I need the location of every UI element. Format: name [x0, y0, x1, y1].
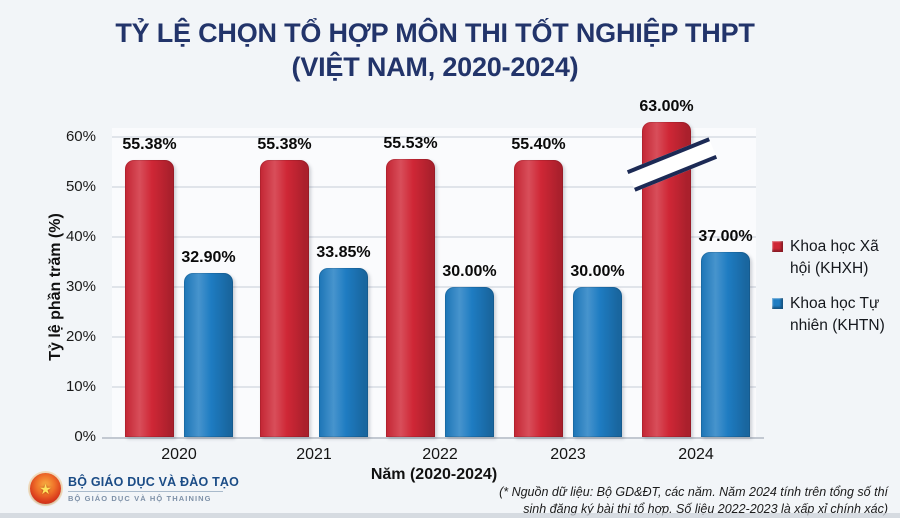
bar-khxh-2022 [386, 159, 435, 437]
gridline-60% [112, 136, 756, 138]
logo-divider [68, 490, 223, 492]
bar-value-khxh-2021: 55.38% [257, 136, 312, 154]
bar-khtn-2021 [319, 267, 368, 437]
y-tick-30%: 30% [65, 278, 96, 295]
bar-khtn-2024 [701, 252, 750, 437]
legend-label-line2: hội (KHXH) [790, 260, 869, 277]
x-tick-2021: 2021 [296, 446, 332, 463]
legend: Khoa học Xã hội (KHXH) Khoa học Tự nhiên (K… [772, 236, 885, 350]
bar-value-khtn-2022: 30.00% [442, 263, 497, 280]
x-tick-2023: 2023 [550, 446, 586, 463]
y-tick-40%: 40% [65, 228, 96, 245]
legend-swatch-khxh-icon [772, 241, 783, 252]
moet-logo: ★ BỘ GIÁO DỤC VÀ ĐÀO TẠO BỘ GIÁO DỤC VÀ … [30, 473, 239, 504]
x-tick-2022: 2022 [422, 446, 458, 463]
moet-logo-title: BỘ GIÁO DỤC VÀ ĐÀO TẠO [68, 474, 240, 489]
legend-item-khxh: Khoa học Xã hội (KHXH) [772, 236, 885, 280]
bar-value-khtn-2021: 33.85% [316, 243, 371, 261]
legend-label-khtn: Khoa học Tự nhiên (KHTN) [790, 293, 885, 337]
bar-value-khtn-2020: 32.90% [181, 248, 236, 266]
y-axis-title: Tỷ lệ phần trăm (%) [47, 213, 64, 361]
bar-value-khxh-2022: 55.53% [383, 135, 438, 153]
chart-title-line1: TỶ LỆ CHỌN TỔ HỢP MÔN THI TỐT NGHIỆP THP… [115, 18, 755, 48]
y-tick-20%: 20% [65, 328, 96, 345]
bar-value-khxh-2024: 63.00% [639, 98, 694, 115]
bar-value-khtn-2024: 37.00% [698, 228, 753, 245]
legend-swatch-khtn-icon [772, 298, 783, 309]
y-tick-60%: 60% [65, 128, 96, 145]
y-tick-0%: 0% [74, 428, 96, 445]
moet-logo-text: BỘ GIÁO DỤC VÀ ĐÀO TẠO BỘ GIÁO DỤC VÀ HỘ… [68, 475, 239, 503]
bar-khxh-2023 [514, 160, 563, 437]
bottom-edge-strip [0, 513, 900, 518]
star-icon: ★ [39, 480, 52, 497]
bar-khtn-2023 [573, 287, 622, 437]
x-tick-2024: 2024 [678, 446, 714, 463]
bar-khtn-2020 [184, 272, 233, 437]
source-note-line2: sinh đăng ký bài thi tổ hợp. Số liệu 202… [523, 502, 888, 516]
bar-value-khtn-2023: 30.00% [570, 263, 625, 280]
bar-value-khxh-2020: 55.38% [122, 136, 177, 154]
x-axis-title: Năm (2020-2024) [370, 466, 498, 483]
chart-title-line2: (VIỆT NAM, 2020-2024) [291, 52, 579, 82]
chart-title: TỶ LỆ CHỌN TỔ HỢP MÔN THI TỐT NGHIỆP THP… [0, 16, 870, 84]
bar-khxh-2020 [125, 160, 174, 437]
x-axis-line [102, 437, 764, 439]
y-tick-50%: 50% [65, 178, 96, 195]
y-tick-10%: 10% [65, 378, 96, 395]
legend-label-line1: Khoa học Xã [790, 238, 879, 255]
moet-emblem-icon: ★ [30, 473, 61, 504]
x-tick-2020: 2020 [161, 446, 197, 463]
legend-label-line2: nhiên (KHTN) [790, 317, 885, 334]
bar-khxh-2021 [260, 160, 309, 437]
source-note: (* Nguồn dữ liệu: Bộ GD&ĐT, các năm. Năm… [428, 484, 888, 518]
legend-label-line1: Khoa học Tự [790, 295, 880, 312]
bar-value-khxh-2023: 55.40% [511, 136, 566, 153]
legend-label-khxh: Khoa học Xã hội (KHXH) [790, 236, 879, 280]
moet-logo-subtitle: BỘ GIÁO DỤC VÀ HỘ THAINING [68, 493, 212, 503]
legend-item-khtn: Khoa học Tự nhiên (KHTN) [772, 293, 885, 337]
bar-khtn-2022 [445, 287, 494, 437]
source-note-line1: (* Nguồn dữ liệu: Bộ GD&ĐT, các năm. Năm… [499, 485, 888, 499]
